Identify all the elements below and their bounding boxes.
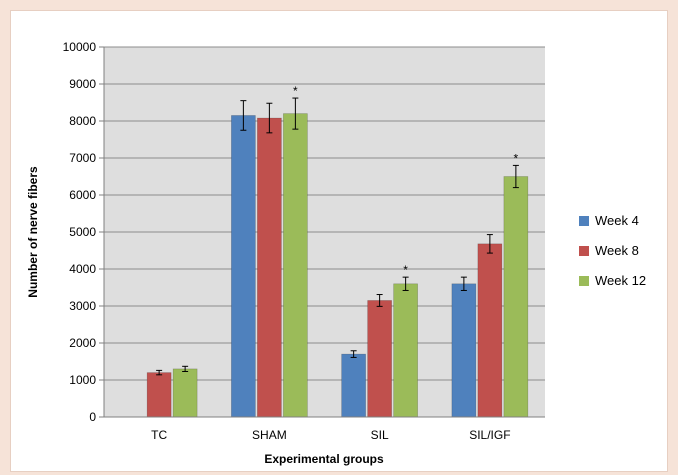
y-tick-label: 0	[89, 410, 96, 424]
bar	[451, 283, 477, 418]
x-tick-label: SIL	[371, 428, 389, 442]
significance-marker: *	[514, 151, 519, 165]
y-tick-label: 2000	[69, 336, 96, 350]
y-tick-label: 4000	[69, 262, 96, 276]
chart-frame: 0 1000 2000 3000 4000 5000 6000 7000 8000 9000 100…	[10, 10, 668, 472]
legend-label: Week 8	[595, 243, 639, 258]
bar	[477, 243, 503, 418]
significance-marker: *	[293, 84, 298, 98]
legend-swatch	[579, 246, 589, 256]
y-tick-label: 8000	[69, 114, 96, 128]
bar-chart: 0 1000 2000 3000 4000 5000 6000 7000 8000 9000 100…	[26, 40, 646, 466]
x-tick-label: SHAM	[252, 428, 287, 442]
y-tick-labels: 0 1000 2000 3000 4000 5000 6000 7000 8000 9000 100…	[63, 40, 104, 424]
legend-label: Week 12	[595, 273, 646, 288]
error-bars	[156, 97, 519, 376]
bar	[257, 117, 282, 418]
gridlines	[104, 46, 545, 381]
x-tick-labels: TC SHAM SIL SIL/IGF	[151, 428, 510, 442]
x-axis-title: Experimental groups	[264, 452, 384, 466]
bar	[393, 283, 418, 418]
y-tick-label: 9000	[69, 77, 96, 91]
y-axis-title: Number of nerve fibers	[26, 166, 40, 298]
bar	[367, 300, 392, 418]
x-tick-label: TC	[151, 428, 167, 442]
y-tick-label: 3000	[69, 299, 96, 313]
x-tick-label: SIL/IGF	[469, 428, 510, 442]
y-tick-label: 6000	[69, 188, 96, 202]
bar	[146, 372, 172, 418]
bars	[146, 113, 529, 418]
legend-swatch	[579, 276, 589, 286]
y-tick-label: 7000	[69, 151, 96, 165]
legend: Week 4 Week 8 Week 12	[579, 213, 646, 288]
significance-marker: *	[403, 263, 408, 277]
y-tick-label: 5000	[69, 225, 96, 239]
legend-label: Week 4	[595, 213, 639, 228]
bar	[341, 353, 366, 418]
y-tick-label: 1000	[69, 373, 96, 387]
legend-swatch	[579, 216, 589, 226]
y-tick-label: 10000	[63, 40, 97, 54]
bar	[231, 115, 256, 418]
bar	[283, 113, 308, 418]
bar	[503, 176, 529, 418]
bar	[172, 368, 198, 418]
significance-markers: * * *	[293, 84, 519, 277]
